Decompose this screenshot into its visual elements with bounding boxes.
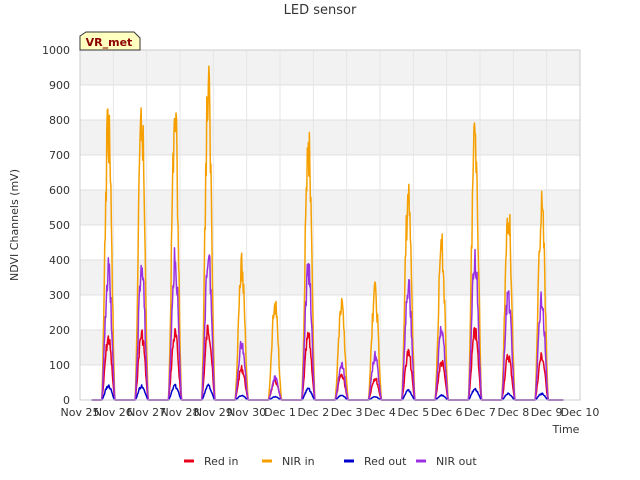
- y-tick-label: 600: [49, 184, 70, 197]
- legend: Red in NIR in Red out NIR out: [184, 455, 477, 468]
- plot-bands: [80, 50, 580, 400]
- chart-title: LED sensor: [284, 3, 357, 18]
- legend-label: NIR out: [436, 455, 477, 468]
- legend-label: Red in: [204, 455, 238, 468]
- y-tick-label: 800: [49, 114, 70, 127]
- y-axis-title: NDVI Channels (mV): [8, 169, 21, 281]
- plot-band: [80, 295, 580, 330]
- y-tick-label: 300: [49, 289, 70, 302]
- series-layer: [79, 49, 581, 401]
- plot-band: [80, 365, 580, 400]
- x-tick-label: Nov 27: [127, 406, 166, 419]
- x-tick-label: Nov 26: [94, 406, 133, 419]
- x-tick-label: Dec 4: [364, 406, 396, 419]
- legend-label: Red out: [364, 455, 407, 468]
- plot-band: [80, 120, 580, 155]
- y-tick-label: 500: [49, 219, 70, 232]
- x-tick-label: Dec 8: [497, 406, 529, 419]
- badge-label: VR_met: [86, 36, 133, 49]
- x-tick-label: Dec 10: [561, 406, 600, 419]
- plot-band: [80, 260, 580, 295]
- y-tick-label: 0: [63, 394, 70, 407]
- y-tick-label: 100: [49, 359, 70, 372]
- x-tick-label: Dec 5: [397, 406, 429, 419]
- badge-shape: [79, 31, 141, 51]
- y-tick-label: 400: [49, 254, 70, 267]
- plot-band: [80, 330, 580, 365]
- x-tick-label: Dec 3: [331, 406, 363, 419]
- x-axis-title: Time: [552, 423, 580, 436]
- plot-band: [80, 155, 580, 190]
- x-tick-label: Nov 28: [161, 406, 200, 419]
- x-tick-label: Dec 7: [464, 406, 496, 419]
- plot-band: [80, 50, 580, 85]
- y-tick-label: 700: [49, 149, 70, 162]
- y-tick-label: 1000: [42, 44, 70, 57]
- y-tick-label: 900: [49, 79, 70, 92]
- x-tick-label: Dec 2: [297, 406, 329, 419]
- plot-band: [80, 190, 580, 225]
- x-tick-label: Nov 30: [227, 406, 266, 419]
- x-tick-label: Nov 29: [194, 406, 233, 419]
- station-badge: VR_met: [79, 31, 141, 51]
- x-tick-label: Dec 6: [431, 406, 463, 419]
- plot-band: [80, 85, 580, 120]
- x-tick-label: Nov 25: [61, 406, 100, 419]
- x-tick-label: Dec 1: [264, 406, 296, 419]
- x-tick-label: Dec 9: [531, 406, 563, 419]
- y-tick-label: 200: [49, 324, 70, 337]
- y-axis-ticks: 0 100 200 300 400 500 600 700 800 900 1000: [42, 44, 70, 407]
- legend-label: NIR in: [282, 455, 315, 468]
- plot-frame: [79, 49, 581, 401]
- plot-band: [80, 225, 580, 260]
